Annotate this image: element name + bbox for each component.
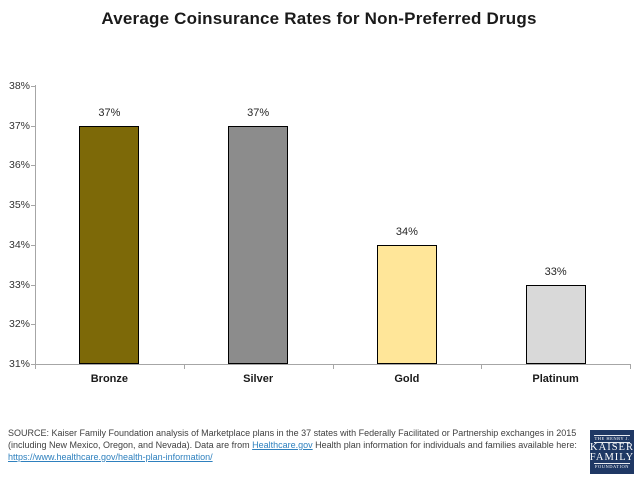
source-line2-post: Health plan information for individuals … <box>312 440 577 450</box>
y-axis-tick <box>31 165 35 167</box>
logo-text-kaiser: KAISER <box>590 441 634 453</box>
source-note: SOURCE: Kaiser Family Foundation analysi… <box>8 427 584 463</box>
y-axis-tick <box>31 244 35 246</box>
y-axis-tick <box>31 324 35 326</box>
kaiser-family-foundation-logo: THE HENRY J. KAISER FAMILY FOUNDATION <box>590 430 634 474</box>
x-axis-tick <box>332 364 334 369</box>
logo-rule-mid2 <box>594 462 630 464</box>
y-axis-tick <box>31 125 35 127</box>
x-axis-tick <box>183 364 185 369</box>
bar-value-label: 34% <box>395 225 418 238</box>
health-plan-info-url-link[interactable]: https://www.healthcare.gov/health-plan-i… <box>8 452 213 462</box>
source-line2-pre: (including New Mexico, Oregon, and Nevad… <box>8 440 253 450</box>
x-axis-tick <box>481 364 483 369</box>
y-tick-label: 37% <box>8 119 30 132</box>
logo-text-foundation: FOUNDATION <box>595 463 629 469</box>
bar-bronze <box>79 125 140 364</box>
healthcare-gov-link[interactable]: Healthcare.gov <box>252 440 313 450</box>
bar-value-label: 37% <box>247 106 270 119</box>
y-tick-label: 33% <box>8 278 30 291</box>
y-axis-line <box>35 85 36 364</box>
y-axis-tick <box>31 205 35 207</box>
bar-platinum <box>525 284 586 364</box>
y-tick-label: 31% <box>8 358 30 370</box>
bar-value-label: 37% <box>98 106 121 119</box>
logo-rule-mid1 <box>594 441 630 443</box>
y-tick-label: 36% <box>8 159 30 172</box>
bar-value-label: 33% <box>544 265 567 278</box>
y-tick-label: 34% <box>8 238 30 251</box>
x-axis-tick <box>630 364 631 369</box>
category-label-bronze: Bronze <box>90 373 129 385</box>
y-tick-label: 38% <box>8 80 30 92</box>
category-label-gold: Gold <box>394 373 420 385</box>
bar-silver <box>228 125 289 364</box>
chart-title: Average Coinsurance Rates for Non-Prefer… <box>101 9 537 28</box>
category-label-silver: Silver <box>243 373 274 385</box>
logo-text-top: THE HENRY J. <box>594 435 630 441</box>
logo-text-family: FAMILY <box>589 451 635 463</box>
category-label-platinum: Platinum <box>532 373 579 385</box>
y-tick-label: 35% <box>8 199 30 212</box>
source-line1: SOURCE: Kaiser Family Foundation analysi… <box>8 428 577 438</box>
y-axis-tick <box>31 86 35 87</box>
logo-rule-top <box>594 434 630 436</box>
y-axis-tick <box>31 364 35 365</box>
bar-gold <box>376 244 437 364</box>
x-axis-tick <box>35 364 36 369</box>
y-axis-tick <box>31 284 35 286</box>
y-tick-label: 32% <box>8 318 30 331</box>
